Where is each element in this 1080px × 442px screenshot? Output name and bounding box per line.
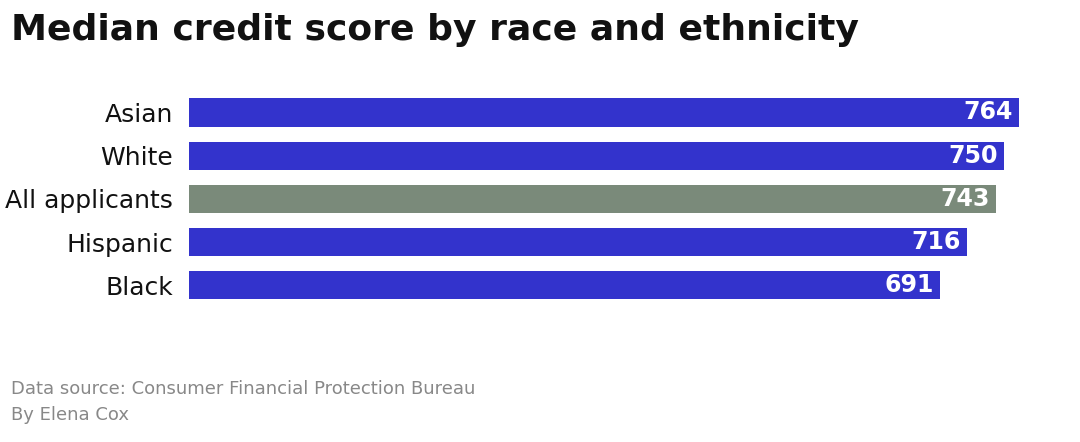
Text: 716: 716 <box>912 230 960 254</box>
Bar <box>189 99 1020 126</box>
Text: 750: 750 <box>948 144 998 168</box>
Bar <box>189 141 1004 170</box>
Text: 691: 691 <box>885 273 933 297</box>
Text: Data source: Consumer Financial Protection Bureau
By Elena Cox: Data source: Consumer Financial Protecti… <box>11 380 475 424</box>
Text: 743: 743 <box>941 187 990 211</box>
Bar <box>189 228 967 256</box>
Text: Median credit score by race and ethnicity: Median credit score by race and ethnicit… <box>11 13 859 47</box>
Bar <box>189 271 940 299</box>
Bar <box>189 185 997 213</box>
Text: 764: 764 <box>963 100 1013 125</box>
